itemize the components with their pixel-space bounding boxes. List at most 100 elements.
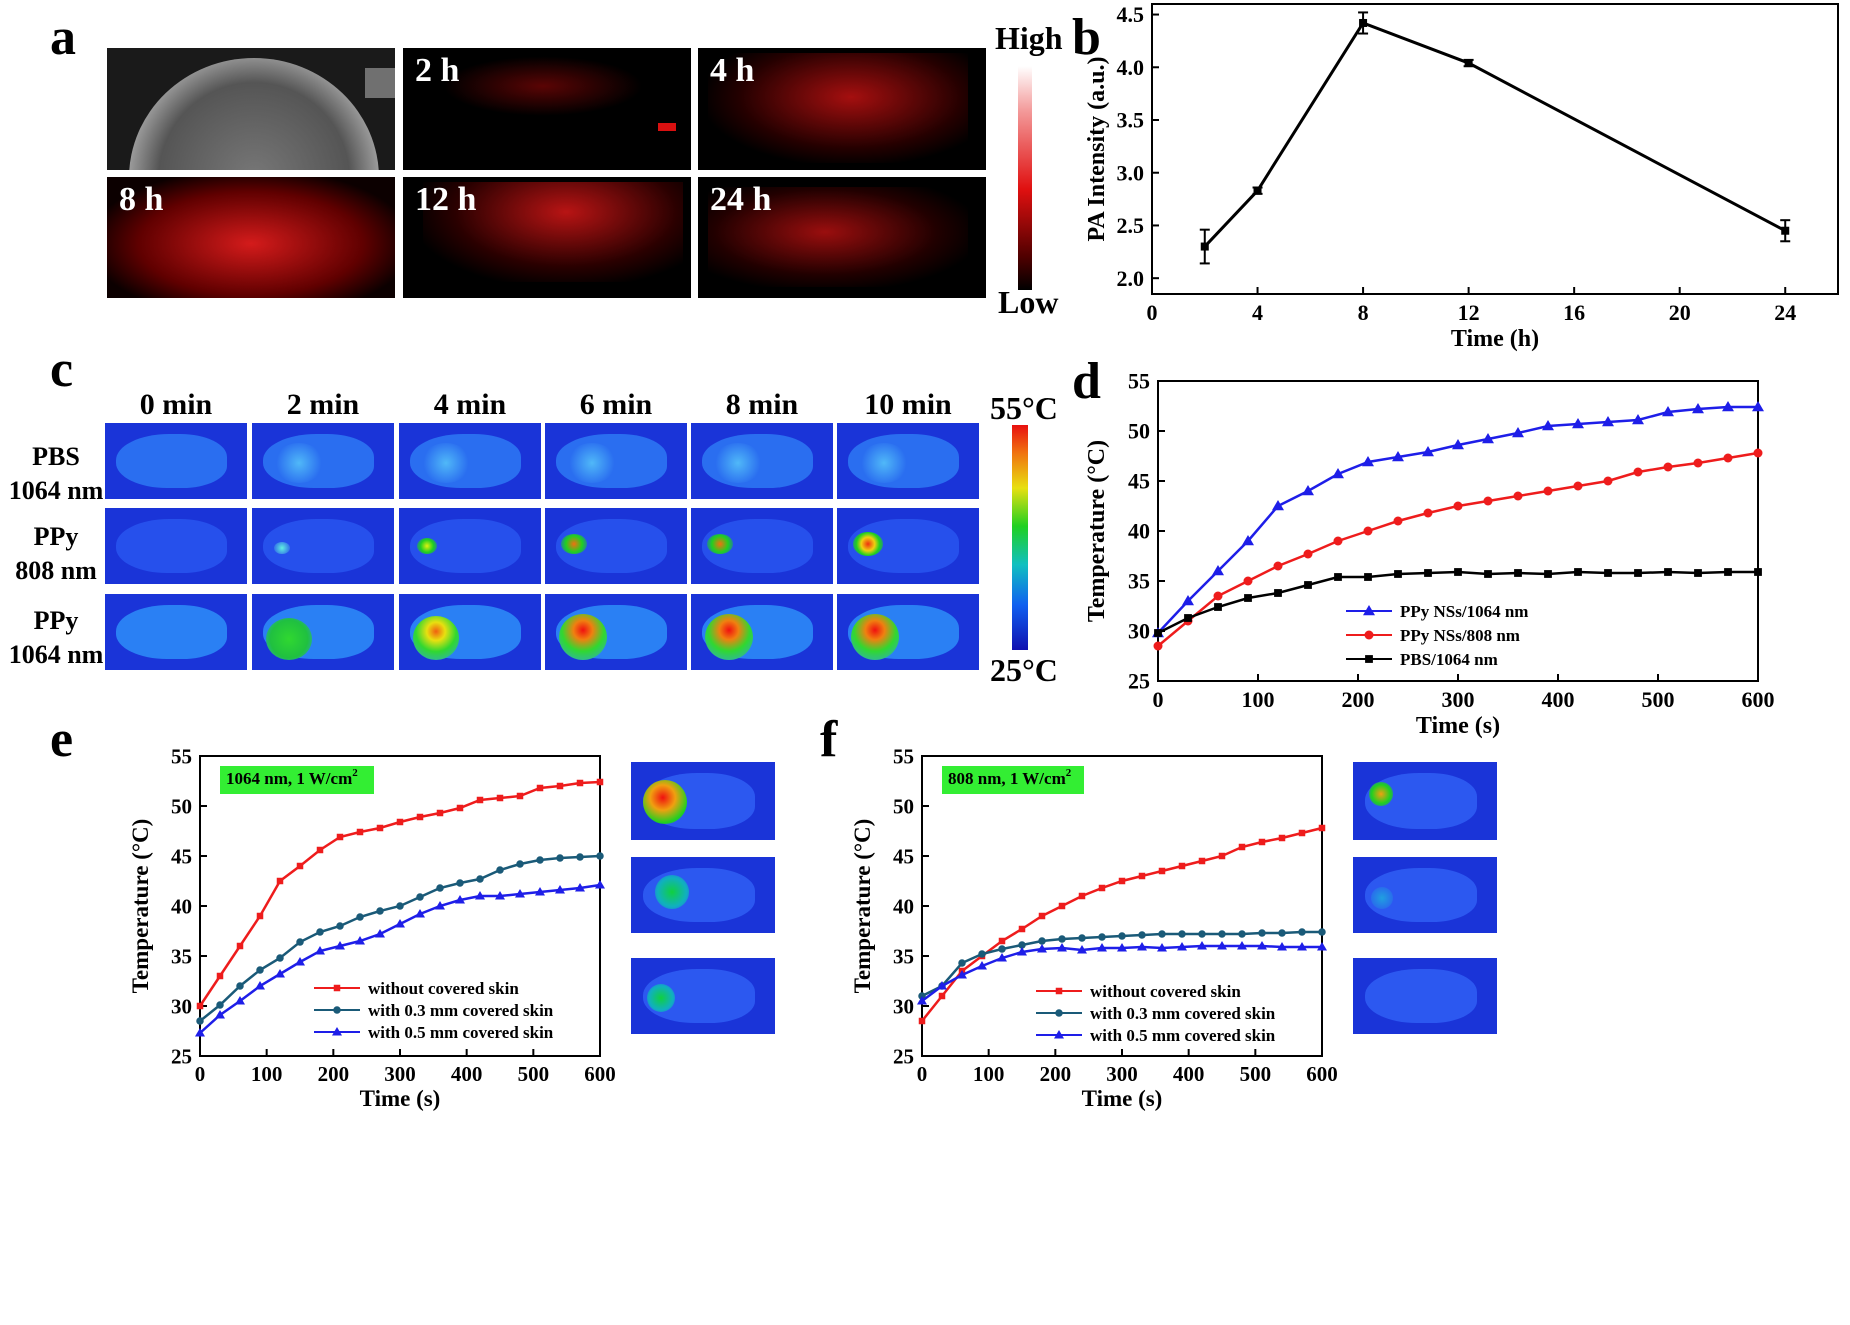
data-point (1298, 829, 1306, 837)
pa-image-label: 8 h (119, 181, 164, 218)
annotation-box (942, 766, 1084, 794)
data-point (496, 866, 504, 874)
data-point (1298, 928, 1306, 936)
legend-label: with 0.5 mm covered skin (368, 1023, 554, 1042)
y-axis-label: Temperature (°C) (128, 819, 153, 994)
thermal-image (691, 423, 833, 499)
data-point (1118, 932, 1126, 940)
data-point (1424, 569, 1432, 577)
data-point (1238, 843, 1246, 851)
chart-e: 0 100 200 300 400 500 600 25 30 35 40 45 50 55 Time (s… (128, 744, 616, 1111)
data-point (1513, 491, 1523, 501)
data-point (1153, 641, 1163, 651)
y-tick-label: 35 (893, 944, 914, 968)
y-tick-label: 40 (171, 894, 192, 918)
data-point (316, 928, 324, 936)
data-point (1604, 569, 1612, 577)
data-point (336, 833, 344, 841)
y-tick-label: 2.0 (1117, 266, 1145, 291)
data-point (1464, 59, 1473, 68)
annotation-text: 1064 nm, 1 W/cm (226, 769, 352, 788)
data-point (1244, 594, 1252, 602)
data-point (1363, 526, 1373, 536)
data-point (1258, 838, 1266, 846)
data-point (332, 1027, 342, 1036)
panel-label-c: c (50, 341, 74, 398)
x-axis-label: Time (s) (1416, 713, 1500, 739)
data-point (1694, 569, 1702, 577)
data-point (316, 846, 324, 854)
data-point (395, 919, 405, 928)
pa-image-2h: 2 h (403, 48, 691, 170)
x-tick-label: 100 (251, 1062, 283, 1086)
thermal-image (252, 508, 394, 584)
data-point (1303, 549, 1313, 559)
data-point (1078, 892, 1086, 900)
legend-label: with 0.5 mm covered skin (1090, 1026, 1276, 1045)
row-header-line: PPy (33, 606, 79, 635)
data-point (1273, 561, 1283, 571)
data-point (1603, 476, 1613, 486)
y-tick-label: 35 (1128, 569, 1150, 594)
data-point (957, 970, 967, 979)
x-tick-label: 400 (451, 1062, 483, 1086)
y-tick-label: 55 (171, 744, 192, 768)
data-point (435, 901, 445, 910)
data-point (1018, 925, 1026, 933)
data-point (556, 854, 564, 862)
data-point (1277, 942, 1287, 951)
annotation-box (220, 766, 374, 794)
data-point (1723, 453, 1733, 463)
data-point (1243, 576, 1253, 586)
data-point (1197, 941, 1207, 950)
thermal-image (691, 508, 833, 584)
data-point (256, 966, 264, 974)
pa-image-label: 2 h (415, 52, 460, 89)
data-point (1158, 930, 1166, 938)
data-point (333, 984, 341, 992)
x-tick-label: 500 (1240, 1062, 1272, 1086)
data-point (1484, 570, 1492, 578)
x-tick-label: 200 (1342, 687, 1375, 712)
data-point (276, 954, 284, 962)
data-point (416, 813, 424, 821)
data-point (1274, 589, 1282, 597)
thermal-colorbar (1012, 425, 1028, 650)
x-tick-label: 0 (917, 1062, 928, 1086)
data-point (1097, 943, 1107, 952)
thermal-image (105, 423, 247, 499)
x-tick-label: 300 (1106, 1062, 1138, 1086)
panel-label-a: a (50, 9, 76, 66)
y-tick-label: 2.5 (1117, 213, 1145, 238)
y-tick-label: 4.0 (1117, 55, 1145, 80)
data-point (1453, 501, 1463, 511)
legend-label: without covered skin (368, 979, 519, 998)
data-point (1018, 941, 1026, 949)
chart-f: 0 100 200 300 400 500 600 25 30 35 40 45 50 55 Time (s… (850, 744, 1338, 1111)
x-tick-label: 600 (1742, 687, 1775, 712)
data-point (1543, 486, 1553, 496)
thermal-thumb-e-3 (631, 958, 775, 1034)
data-point (1722, 401, 1734, 412)
data-point (1237, 941, 1247, 950)
y-tick-label: 50 (171, 794, 192, 818)
col-header: 2 min (286, 388, 360, 421)
x-axis-label: Time (h) (1451, 326, 1539, 352)
x-tick-label: 8 (1358, 300, 1369, 325)
panel-label-b: b (1072, 9, 1101, 66)
thermal-thumb-f-2 (1353, 857, 1497, 933)
data-point (1512, 427, 1524, 438)
y-tick-label: 4.5 (1117, 2, 1145, 27)
row-header-line: 808 nm (15, 556, 97, 585)
pa-image-label: 4 h (710, 52, 755, 89)
row-header: PBS 1064 nm (6, 440, 106, 508)
legend-label: PPy NSs/1064 nm (1400, 602, 1528, 621)
thermal-image (399, 423, 541, 499)
annotation-text: 808 nm, 1 W/cm (948, 769, 1066, 788)
data-point (536, 856, 544, 864)
thermal-thumb-e-1 (631, 762, 775, 840)
data-point (997, 953, 1007, 962)
data-point (1364, 630, 1374, 640)
thermal-image (399, 594, 541, 670)
data-point (333, 1006, 341, 1014)
